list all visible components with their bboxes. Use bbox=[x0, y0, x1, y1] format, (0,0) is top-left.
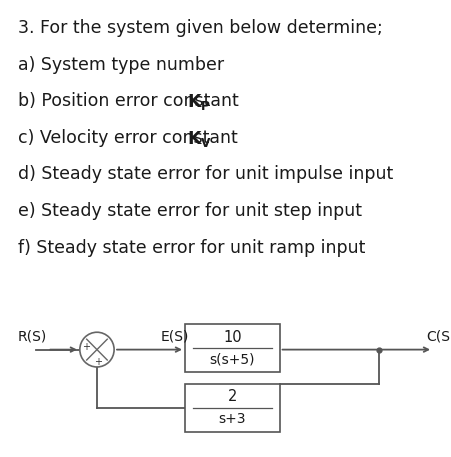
Text: a) System type number: a) System type number bbox=[18, 56, 224, 74]
Text: $\mathbf{K_P}$: $\mathbf{K_P}$ bbox=[187, 92, 211, 112]
Text: d) Steady state error for unit impulse input: d) Steady state error for unit impulse i… bbox=[18, 165, 393, 183]
Bar bbox=[185, 384, 280, 432]
Text: C(S): C(S) bbox=[426, 329, 451, 344]
Text: e) Steady state error for unit step input: e) Steady state error for unit step inpu… bbox=[18, 202, 362, 220]
Text: 2: 2 bbox=[228, 389, 237, 404]
Text: $\mathbf{K_V}$: $\mathbf{K_V}$ bbox=[187, 129, 212, 149]
Text: f) Steady state error for unit ramp input: f) Steady state error for unit ramp inpu… bbox=[18, 239, 365, 256]
Text: c) Velocity error constant: c) Velocity error constant bbox=[18, 129, 243, 147]
Circle shape bbox=[80, 332, 114, 367]
Text: s+3: s+3 bbox=[219, 412, 246, 426]
Text: R(S): R(S) bbox=[18, 329, 47, 344]
Text: 10: 10 bbox=[223, 330, 242, 345]
Bar bbox=[185, 324, 280, 372]
Text: b) Position error constant: b) Position error constant bbox=[18, 92, 244, 110]
Text: E(S): E(S) bbox=[161, 329, 189, 343]
Text: +: + bbox=[94, 357, 102, 367]
Text: 3. For the system given below determine;: 3. For the system given below determine; bbox=[18, 19, 383, 37]
Text: +: + bbox=[83, 342, 90, 352]
Text: s(s+5): s(s+5) bbox=[210, 352, 255, 367]
